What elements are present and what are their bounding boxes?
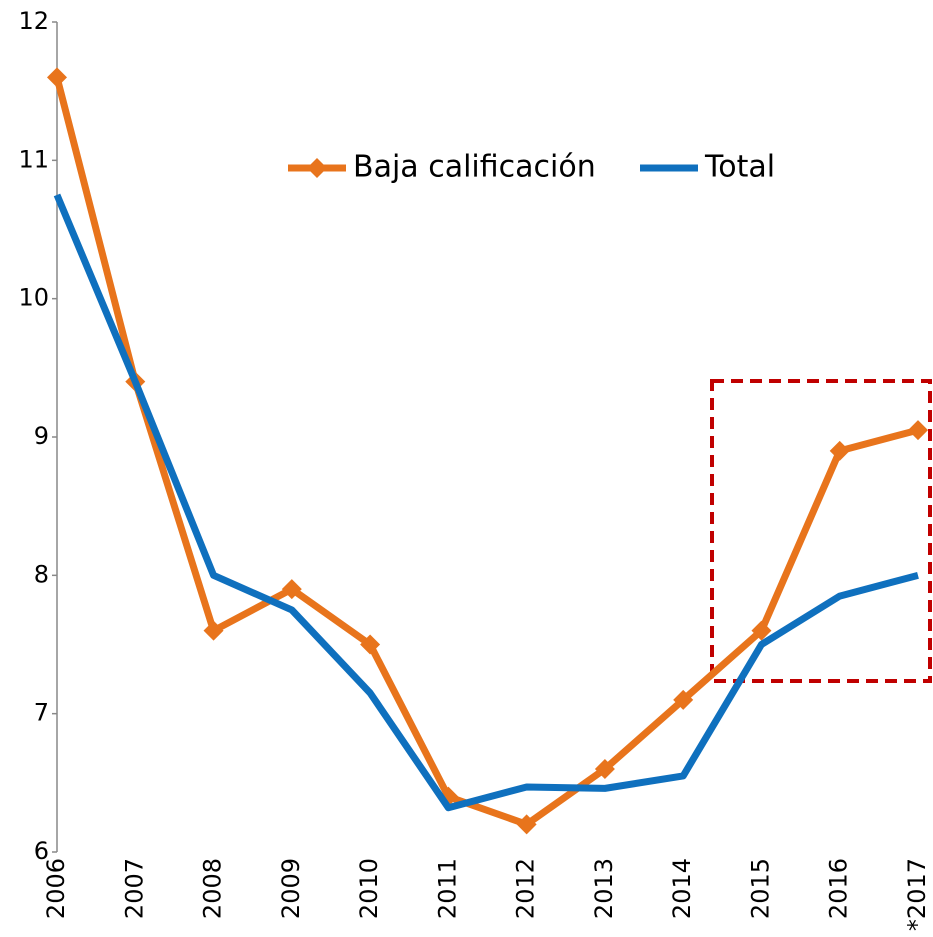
x-tick-label: 2006 — [42, 858, 70, 919]
marker — [360, 634, 381, 655]
x-tick-label: 2008 — [199, 858, 227, 919]
marker — [829, 440, 850, 461]
x-tick-label: 2012 — [512, 858, 540, 919]
marker — [516, 814, 537, 835]
x-tick-label: 2011 — [433, 858, 461, 919]
marker — [47, 67, 67, 88]
x-tick-label: *2017 — [903, 858, 931, 931]
y-tick-label: 10 — [18, 284, 49, 312]
marker — [203, 620, 224, 641]
y-tick-label: 12 — [18, 7, 49, 35]
x-tick-label: 2015 — [746, 858, 774, 919]
y-tick-label: 9 — [34, 422, 49, 450]
y-tick-label: 6 — [34, 837, 49, 865]
x-tick-label: 2016 — [825, 858, 853, 919]
legend-label: Baja calificación — [353, 150, 596, 185]
marker — [673, 689, 694, 710]
x-tick-label: 2014 — [668, 858, 696, 919]
legend-marker — [307, 158, 327, 178]
y-tick-label: 11 — [18, 145, 49, 173]
marker — [594, 759, 615, 779]
highlight-box — [710, 379, 932, 683]
x-tick-label: 2013 — [590, 858, 618, 919]
x-tick-label: 2007 — [120, 858, 148, 919]
x-tick-label: 2009 — [277, 858, 305, 919]
series-line — [53, 193, 919, 812]
y-tick-label: 7 — [34, 699, 49, 727]
y-tick-label: 8 — [34, 560, 49, 588]
series-line — [53, 76, 919, 828]
marker — [281, 579, 302, 600]
marker — [751, 620, 772, 641]
legend-label: Total — [704, 150, 775, 185]
x-tick-label: 2010 — [355, 858, 383, 919]
marker — [908, 420, 928, 441]
